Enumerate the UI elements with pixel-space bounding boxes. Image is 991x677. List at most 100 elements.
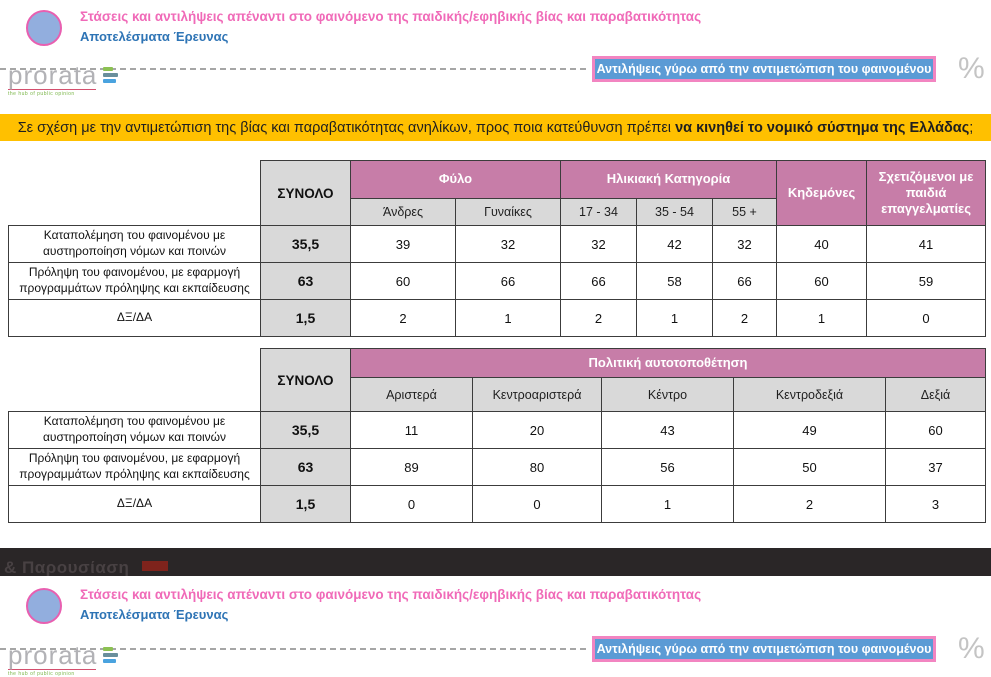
value-cell: 40 — [776, 225, 868, 263]
group-header: Κηδεμόνες — [776, 160, 868, 226]
column-header: 17 - 34 — [560, 198, 637, 226]
prorata-logo: prorata the hub of public opinion — [8, 640, 119, 677]
question-suffix: ; — [969, 119, 974, 136]
row-label: Πρόληψη του φαινομένου, με εφαρμογή προγ… — [8, 448, 261, 486]
logo-wordmark: prorata — [8, 640, 98, 670]
column-header: Κέντρο — [601, 377, 734, 412]
political-table-container: ΣΥΝΟΛΟ Πολιτική αυτοτοποθέτηση Αριστερά Κεν… — [8, 348, 987, 523]
logo-tagline: the hub of public opinion — [8, 89, 96, 97]
table-row: Καταπολέμηση του φαινομένου με αυστηροπο… — [8, 225, 987, 263]
slide-header-text: Στάσεις και αντιλήψεις απέναντι στο φαιν… — [80, 586, 701, 622]
report-title: Στάσεις και αντιλήψεις απέναντι στο φαιν… — [80, 9, 702, 24]
column-header: Γυναίκες — [455, 198, 561, 226]
slide-header: Στάσεις και αντιλήψεις απέναντι στο φαιν… — [26, 586, 701, 624]
value-cell: 89 — [350, 448, 473, 486]
value-cell: 0 — [472, 485, 602, 523]
column-header: 55 + — [711, 198, 778, 226]
value-cell: 50 — [733, 448, 886, 486]
table-row: ΔΞ/ΔΑ 1,5 0 0 1 2 3 — [8, 485, 987, 523]
value-cell: 32 — [560, 225, 637, 263]
question-text: Σε σχέση με την αντιμετώπιση της βίας κα… — [17, 119, 676, 136]
value-cell: 60 — [776, 262, 868, 300]
question-banner: Σε σχέση με την αντιμετώπιση της βίας κα… — [0, 114, 991, 141]
slide-header: Στάσεις και αντιλήψεις απέναντι στο φαιν… — [26, 8, 701, 46]
column-header: Κεντροδεξιά — [733, 377, 886, 412]
table-row: Πρόληψη του φαινομένου, με εφαρμογή προγ… — [8, 448, 987, 486]
column-header: Αριστερά — [350, 377, 473, 412]
red-chip — [142, 561, 168, 571]
column-header: Κεντροαριστερά — [472, 377, 602, 412]
logo-bars-icon — [103, 67, 119, 83]
section-tab-button[interactable]: Αντιλήψεις γύρω από την αντιμετώπιση του… — [592, 636, 936, 662]
value-cell: 43 — [601, 411, 734, 449]
row-label: ΔΞ/ΔΑ — [8, 485, 261, 523]
section-tab-button[interactable]: Αντιλήψεις γύρω από την αντιμετώπιση του… — [592, 56, 936, 82]
row-label: Πρόληψη του φαινομένου, με εφαρμογή προγ… — [8, 262, 261, 300]
results-table: ΣΥΝΟΛΟ Φύλο Ηλικιακή Κατηγορία Κηδεμόνες Σχε… — [8, 160, 987, 337]
value-cell: 37 — [884, 448, 987, 486]
column-header: Δεξιά — [884, 377, 987, 412]
value-cell: 0 — [350, 485, 473, 523]
row-label: Καταπολέμηση του φαινομένου με αυστηροπο… — [8, 225, 261, 263]
table-row: Καταπολέμηση του φαινομένου με αυστηροπο… — [8, 411, 987, 449]
value-cell: 3 — [884, 485, 987, 523]
bullet-circle-icon — [26, 10, 62, 46]
value-cell: 32 — [455, 225, 561, 263]
group-header: Φύλο — [350, 160, 561, 199]
bullet-circle-icon — [26, 588, 62, 624]
value-cell: 66 — [560, 262, 637, 300]
percent-symbol: % — [958, 632, 985, 665]
slide-divider-bar: & Παρουσίαση — [0, 548, 991, 576]
value-cell: 60 — [884, 411, 987, 449]
logo-wordmark: prorata — [8, 60, 98, 90]
value-cell: 42 — [636, 225, 713, 263]
row-label: Καταπολέμηση του φαινομένου με αυστηροπο… — [8, 411, 261, 449]
slide-header-text: Στάσεις και αντιλήψεις απέναντι στο φαιν… — [80, 8, 701, 44]
table-row: Πρόληψη του φαινομένου, με εφαρμογή προγ… — [8, 262, 987, 300]
row-label: ΔΞ/ΔΑ — [8, 299, 261, 337]
dashed-divider — [0, 648, 586, 650]
total-value-cell: 35,5 — [260, 411, 351, 449]
percent-symbol: % — [958, 52, 985, 85]
value-cell: 1 — [601, 485, 734, 523]
value-cell: 2 — [560, 299, 637, 337]
report-subtitle: Αποτελέσματα Έρευνας — [80, 606, 229, 622]
value-cell: 1 — [776, 299, 868, 337]
demographics-table-container: ΣΥΝΟΛΟ Φύλο Ηλικιακή Κατηγορία Κηδεμόνες Σχε… — [8, 160, 987, 337]
prorata-logo: prorata the hub of public opinion — [8, 60, 119, 97]
total-value-cell: 1,5 — [260, 485, 351, 523]
value-cell: 41 — [866, 225, 987, 263]
value-cell: 56 — [601, 448, 734, 486]
column-header: Άνδρες — [350, 198, 456, 226]
value-cell: 66 — [711, 262, 778, 300]
group-header: Σχετιζόμενοι με παιδιά επαγγελματίες — [866, 160, 987, 226]
value-cell: 80 — [472, 448, 602, 486]
total-value-cell: 63 — [260, 448, 351, 486]
clipped-footer-text: & Παρουσίαση — [4, 558, 130, 576]
report-subtitle: Αποτελέσματα Έρευνας — [80, 28, 229, 44]
results-table: ΣΥΝΟΛΟ Πολιτική αυτοτοποθέτηση Αριστερά Κεν… — [8, 348, 987, 523]
total-column-header: ΣΥΝΟΛΟ — [260, 348, 351, 412]
question-text-bold: να κινηθεί το νομικό σύστημα της Ελλάδας — [675, 119, 970, 136]
value-cell: 59 — [866, 262, 987, 300]
logo-bars-icon — [103, 647, 119, 663]
total-value-cell: 63 — [260, 262, 351, 300]
column-header: 35 - 54 — [636, 198, 713, 226]
group-header: Ηλικιακή Κατηγορία — [559, 160, 778, 199]
total-column-header: ΣΥΝΟΛΟ — [260, 160, 351, 226]
corner-spacer — [8, 160, 261, 226]
value-cell: 32 — [711, 225, 778, 263]
total-value-cell: 1,5 — [260, 299, 351, 337]
value-cell: 66 — [455, 262, 561, 300]
dashed-divider — [0, 68, 586, 70]
value-cell: 0 — [866, 299, 987, 337]
logo-tagline: the hub of public opinion — [8, 669, 96, 677]
value-cell: 2 — [711, 299, 778, 337]
value-cell: 39 — [350, 225, 456, 263]
value-cell: 1 — [455, 299, 561, 337]
total-value-cell: 35,5 — [260, 225, 351, 263]
value-cell: 60 — [350, 262, 456, 300]
value-cell: 2 — [733, 485, 886, 523]
value-cell: 20 — [472, 411, 602, 449]
group-header: Πολιτική αυτοτοποθέτηση — [349, 348, 987, 378]
